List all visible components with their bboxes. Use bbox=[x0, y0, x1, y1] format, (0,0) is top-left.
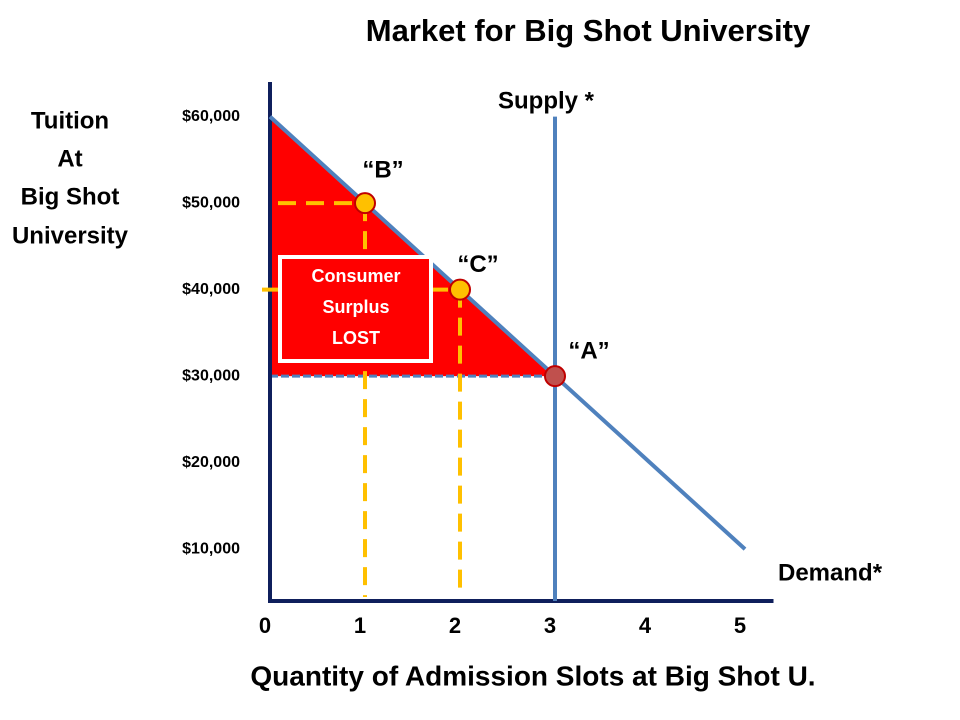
series-label: Demand* bbox=[778, 559, 883, 586]
series-line bbox=[268, 115, 747, 551]
x-tick-label: 4 bbox=[639, 613, 652, 638]
point-label: “C” bbox=[457, 251, 498, 278]
point-label: “B” bbox=[362, 156, 403, 183]
y-tick-label: $20,000 bbox=[182, 454, 240, 471]
y-tick-label: $60,000 bbox=[182, 108, 240, 125]
x-tick-label: 0 bbox=[259, 613, 271, 638]
point bbox=[354, 192, 376, 215]
y-axis-label: At bbox=[57, 145, 82, 172]
x-tick-label: 1 bbox=[354, 613, 366, 638]
annotation-text: LOST bbox=[332, 328, 380, 348]
annotation-text: Surplus bbox=[322, 297, 389, 317]
chart-title: Market for Big Shot University bbox=[366, 13, 811, 48]
x-tick-label: 3 bbox=[544, 613, 556, 638]
annotation-text: Consumer bbox=[311, 266, 400, 286]
point bbox=[544, 365, 566, 388]
point bbox=[449, 278, 471, 301]
y-tick-label: $40,000 bbox=[182, 281, 240, 298]
y-axis-label: Big Shot bbox=[21, 183, 120, 210]
y-tick-label: $50,000 bbox=[182, 194, 240, 211]
point-label: “A” bbox=[568, 337, 609, 364]
y-axis-label: University bbox=[12, 222, 129, 249]
x-tick-label: 2 bbox=[449, 613, 461, 638]
y-axis-label: Tuition bbox=[31, 107, 109, 134]
y-tick-label: $10,000 bbox=[182, 540, 240, 557]
y-tick-label: $30,000 bbox=[182, 367, 240, 384]
series-label: Supply * bbox=[498, 87, 595, 114]
x-tick-label: 5 bbox=[734, 613, 746, 638]
x-axis-label: Quantity of Admission Slots at Big Shot … bbox=[250, 660, 815, 691]
annotation-box bbox=[278, 255, 433, 363]
